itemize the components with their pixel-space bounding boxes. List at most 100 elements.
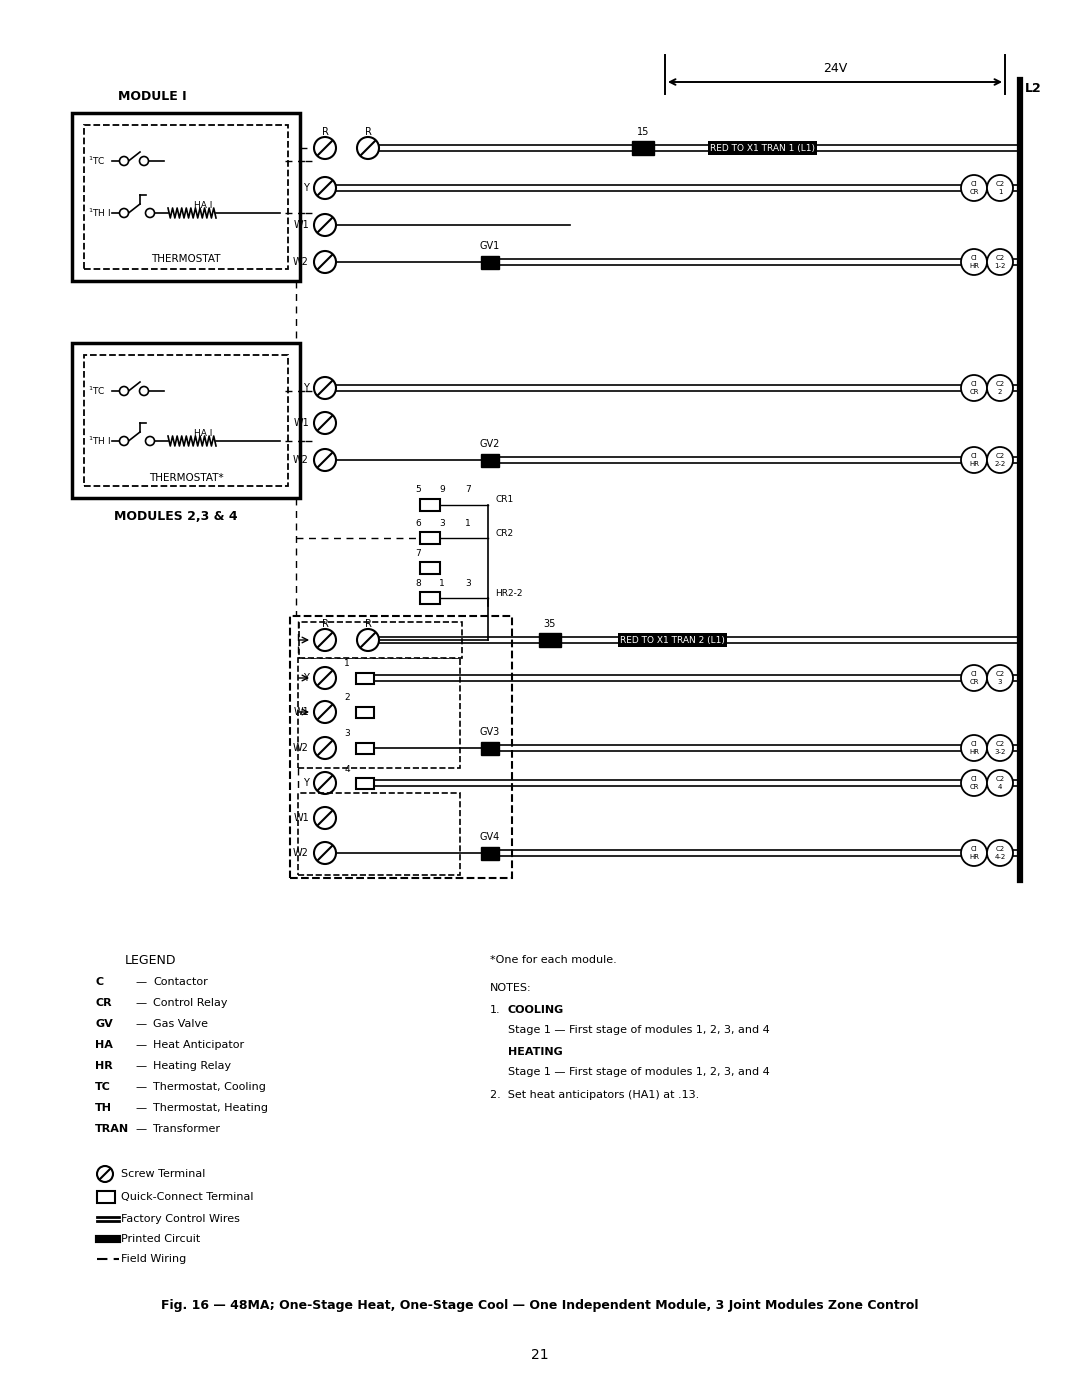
Text: 1: 1: [345, 659, 350, 669]
Text: Control Relay: Control Relay: [153, 997, 228, 1009]
Text: CI: CI: [971, 775, 977, 782]
Text: CR: CR: [969, 784, 978, 789]
Bar: [356, 707, 374, 718]
Circle shape: [961, 175, 987, 201]
Text: —: —: [135, 1104, 146, 1113]
Text: $^{1}$TH I: $^{1}$TH I: [87, 434, 111, 447]
Circle shape: [987, 175, 1013, 201]
Text: CR: CR: [969, 189, 978, 196]
Circle shape: [146, 436, 154, 446]
Text: 15: 15: [637, 127, 649, 137]
Text: THERMOSTAT: THERMOSTAT: [151, 254, 220, 264]
Text: —: —: [135, 1018, 146, 1030]
Text: 2.  Set heat anticipators (HA1) at .13.: 2. Set heat anticipators (HA1) at .13.: [490, 1090, 699, 1099]
Text: CI: CI: [971, 847, 977, 852]
Text: GV: GV: [95, 1018, 112, 1030]
Bar: [420, 499, 440, 511]
Circle shape: [987, 249, 1013, 275]
Text: HR: HR: [969, 263, 978, 270]
Text: CR1: CR1: [495, 496, 513, 504]
Text: C2: C2: [996, 256, 1004, 261]
Circle shape: [139, 387, 149, 395]
Text: 7: 7: [415, 549, 421, 557]
Circle shape: [120, 436, 129, 446]
Text: 4: 4: [345, 764, 350, 774]
Circle shape: [987, 770, 1013, 796]
Text: GV2: GV2: [480, 439, 500, 448]
Circle shape: [961, 249, 987, 275]
Text: LEGEND: LEGEND: [124, 954, 176, 967]
Bar: [481, 454, 499, 467]
Text: W1: W1: [294, 813, 309, 823]
Text: Y: Y: [303, 383, 309, 393]
Bar: [420, 532, 440, 543]
Circle shape: [146, 208, 154, 218]
Text: 21: 21: [531, 1348, 549, 1362]
Text: HA I: HA I: [194, 201, 213, 210]
Bar: [481, 742, 499, 754]
Text: 2: 2: [998, 388, 1002, 395]
Text: CI: CI: [971, 453, 977, 460]
Text: Y: Y: [303, 778, 309, 788]
Bar: [72, 344, 300, 497]
Circle shape: [961, 735, 987, 761]
Text: Stage 1 — First stage of modules 1, 2, 3, and 4: Stage 1 — First stage of modules 1, 2, 3…: [508, 1067, 770, 1077]
Text: Transformer: Transformer: [153, 1125, 220, 1134]
Bar: [539, 633, 561, 647]
Text: 1-2: 1-2: [995, 263, 1005, 270]
Circle shape: [987, 840, 1013, 866]
Text: 1: 1: [465, 518, 471, 528]
Text: Thermostat, Cooling: Thermostat, Cooling: [153, 1083, 266, 1092]
Text: W1: W1: [294, 418, 309, 427]
Circle shape: [961, 840, 987, 866]
Text: 4-2: 4-2: [995, 854, 1005, 861]
Text: Fig. 16 — 48MA; One-Stage Heat, One-Stage Cool — One Independent Module, 3 Joint: Fig. 16 — 48MA; One-Stage Heat, One-Stag…: [161, 1298, 919, 1312]
Text: Heating Relay: Heating Relay: [153, 1060, 231, 1071]
Bar: [84, 355, 288, 486]
Text: R: R: [322, 127, 328, 137]
Text: Stage 1 — First stage of modules 1, 2, 3, and 4: Stage 1 — First stage of modules 1, 2, 3…: [508, 1025, 770, 1035]
Text: CR: CR: [969, 679, 978, 685]
Text: Quick-Connect Terminal: Quick-Connect Terminal: [121, 1192, 254, 1201]
Bar: [356, 742, 374, 753]
Text: W1: W1: [294, 707, 309, 717]
Text: Thermostat, Heating: Thermostat, Heating: [153, 1104, 268, 1113]
Text: Y: Y: [303, 183, 309, 193]
Text: —: —: [135, 977, 146, 988]
Bar: [356, 778, 374, 788]
Text: CR2: CR2: [495, 528, 513, 538]
Text: MODULE I: MODULE I: [118, 91, 187, 103]
Bar: [291, 616, 512, 877]
Text: $^{1}$TC: $^{1}$TC: [87, 384, 106, 397]
Circle shape: [987, 447, 1013, 474]
Text: HA: HA: [95, 1039, 113, 1051]
Text: HR: HR: [969, 749, 978, 754]
Text: W2: W2: [293, 455, 309, 465]
Text: Printed Circuit: Printed Circuit: [121, 1234, 200, 1243]
Text: 5: 5: [415, 486, 421, 495]
Bar: [298, 658, 460, 768]
Text: CI: CI: [971, 381, 977, 387]
Text: GV4: GV4: [480, 833, 500, 842]
Text: —: —: [135, 997, 146, 1009]
Text: 4: 4: [998, 784, 1002, 789]
Bar: [420, 592, 440, 604]
Circle shape: [120, 156, 129, 165]
Text: C2: C2: [996, 847, 1004, 852]
Text: 9: 9: [440, 486, 445, 495]
Circle shape: [987, 374, 1013, 401]
Text: W2: W2: [293, 743, 309, 753]
Text: HEATING: HEATING: [508, 1046, 563, 1058]
Text: GV3: GV3: [480, 726, 500, 738]
Text: Field Wiring: Field Wiring: [121, 1255, 186, 1264]
Bar: [632, 141, 654, 155]
Text: 3: 3: [465, 578, 471, 588]
Text: Gas Valve: Gas Valve: [153, 1018, 208, 1030]
Bar: [298, 793, 460, 875]
Text: C: C: [95, 977, 103, 988]
Text: HR2-2: HR2-2: [495, 588, 523, 598]
Text: —: —: [135, 1083, 146, 1092]
Circle shape: [961, 665, 987, 692]
Text: HR: HR: [969, 854, 978, 861]
Circle shape: [139, 156, 149, 165]
